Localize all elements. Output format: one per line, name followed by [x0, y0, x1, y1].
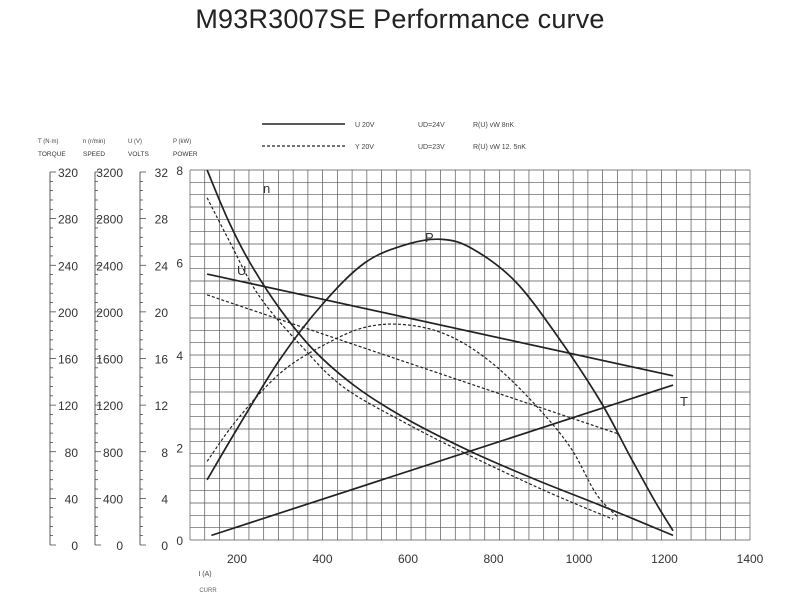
scale-tick-label: 2000 [96, 306, 123, 320]
scale-tick-label: 120 [58, 399, 78, 413]
scale-tick-label: 0 [71, 539, 78, 553]
scale-head: n (r/min) [83, 139, 105, 145]
scale-tick-label: 1200 [96, 399, 123, 413]
x-tick-label: 800 [483, 552, 503, 566]
legend-text: R(U) vW 8nK [473, 122, 515, 129]
scale-tick-label: 16 [155, 353, 169, 367]
scale-tick-label: 40 [65, 492, 79, 506]
legend-text: R(U) vW 12. 5nK [473, 144, 526, 151]
scale-tick-label: 3200 [96, 166, 123, 180]
scale-name: SPEED [83, 151, 105, 158]
legend-text: UD=23V [418, 144, 445, 151]
scale-tick-label: 280 [58, 213, 78, 227]
chart-series [206, 169, 674, 537]
scale-tick-label: 12 [155, 399, 169, 413]
chart-annotations: n P U T [237, 181, 688, 409]
scale-tick-label: 28 [155, 213, 169, 227]
chart-grid [189, 169, 751, 541]
x-tick-label: 400 [313, 552, 333, 566]
series-line-T-solid [211, 384, 674, 537]
scale-tick-label: 320 [58, 166, 78, 180]
scale-name: VOLTS [128, 151, 149, 158]
scale-tick-label: 200 [58, 306, 78, 320]
series-line-n-solid [206, 169, 674, 537]
scale-tick-label: 80 [65, 446, 79, 460]
y-tick-label: 6 [176, 257, 183, 271]
series-line-P-solid [206, 238, 674, 532]
curve-label-P: P [425, 230, 434, 245]
scale-tick-label: 2400 [96, 259, 123, 273]
curve-label-n: n [263, 181, 270, 196]
x-tick-label: 200 [227, 552, 247, 566]
x-axis-sublabel: CURR [199, 588, 217, 594]
curve-label-T: T [680, 394, 688, 409]
scale-tick-label: 400 [103, 492, 123, 506]
scale-tick-label: 20 [155, 306, 169, 320]
y-tick-label: 8 [176, 164, 183, 178]
series-line-U-dashed [206, 294, 618, 435]
scale-tick-label: 0 [116, 539, 123, 553]
scale-tick-label: 8 [161, 446, 168, 460]
scale-tick-label: 160 [58, 353, 78, 367]
x-tick-label: 1200 [651, 552, 678, 566]
series-line-U-solid [206, 273, 674, 377]
scale-name: TORQUE [38, 151, 66, 158]
y-tick-label: 2 [176, 442, 183, 456]
scale-tick-label: 32 [155, 166, 169, 180]
scale-tick-label: 0 [161, 539, 168, 553]
scale-tick-label: 1600 [96, 353, 123, 367]
scale-head: U (V) [128, 139, 142, 145]
series-line-n-dashed [206, 197, 614, 520]
x-tick-label: 1000 [566, 552, 593, 566]
curve-label-U: U [237, 263, 246, 278]
series-line-P-dashed [206, 323, 618, 518]
chart-title: M93R3007SE Performance curve [195, 4, 605, 34]
x-tick-label: 600 [398, 552, 418, 566]
scale-tick-label: 800 [103, 446, 123, 460]
y-tick-label: 0 [176, 534, 183, 548]
y-tick-label: 4 [176, 349, 183, 363]
scale-tick-label: 24 [155, 259, 169, 273]
legend-text: UD=24V [418, 122, 445, 129]
scale-tick-label: 240 [58, 259, 78, 273]
scale-head: P (kW) [173, 139, 191, 145]
x-axis-label: I (A) [198, 571, 211, 578]
legend-text: Y 20V [355, 144, 374, 151]
legend-text: U 20V [355, 122, 375, 129]
scale-tick-label: 2800 [96, 213, 123, 227]
chart-legend: U 20V UD=24V R(U) vW 8nK Y 20V UD=23V R(U) vW… [262, 122, 526, 151]
scale-name: POWER [173, 151, 198, 158]
scale-tick-label: 4 [161, 492, 168, 506]
x-tick-label: 1400 [737, 552, 764, 566]
scale-head: T (N·m) [38, 139, 59, 145]
